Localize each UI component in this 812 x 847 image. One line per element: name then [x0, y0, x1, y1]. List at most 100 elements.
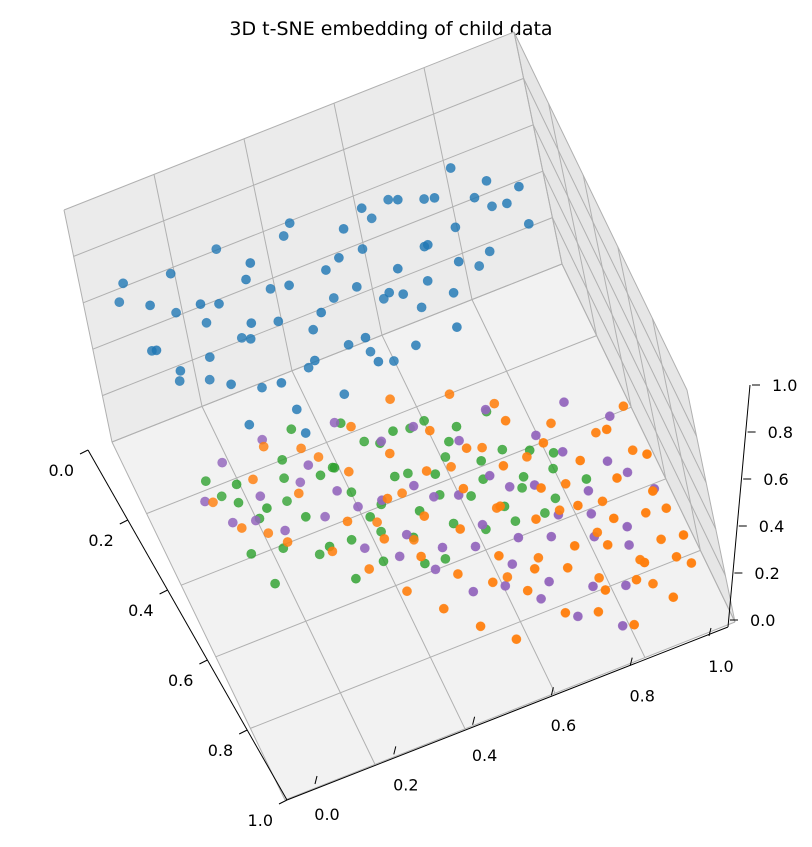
- grid-line-wall-y1-horizontal: [551, 217, 726, 576]
- data-point-series-0: [333, 252, 344, 263]
- x-tick-mark: [79, 449, 89, 455]
- data-point-series-2: [500, 581, 511, 591]
- x-tick-label: 0.0: [49, 461, 74, 480]
- data-point-series-3: [327, 546, 338, 557]
- data-point-series-3: [536, 483, 546, 493]
- data-point-series-0: [276, 377, 287, 388]
- data-point-series-0: [365, 346, 376, 357]
- data-point-series-2: [586, 508, 597, 519]
- y-tick-mark: [314, 775, 318, 785]
- data-point-series-3: [671, 551, 682, 562]
- floor-pane: [112, 264, 735, 800]
- data-point-series-2: [359, 543, 370, 554]
- data-point-series-0: [165, 268, 176, 279]
- data-point-series-0: [429, 192, 440, 203]
- grid-line-wall-x0-vertical: [243, 138, 293, 371]
- data-point-series-0: [484, 246, 495, 257]
- data-point-series-3: [489, 398, 500, 409]
- data-point-series-1: [350, 573, 361, 584]
- data-point-series-0: [145, 300, 155, 311]
- data-point-series-1: [365, 512, 376, 522]
- data-point-series-3: [452, 569, 463, 579]
- data-point-series-2: [602, 456, 613, 467]
- y-tick-label: 0.6: [551, 716, 576, 735]
- data-point-series-0: [284, 218, 295, 228]
- data-point-series-3: [686, 558, 697, 568]
- data-point-series-3: [594, 573, 604, 583]
- data-point-series-3: [522, 451, 532, 462]
- grid-line-wall-x0-vertical: [513, 31, 563, 265]
- data-point-series-1: [277, 454, 288, 465]
- data-point-series-3: [382, 493, 393, 504]
- data-point-series-1: [550, 493, 561, 504]
- data-point-series-2: [280, 525, 290, 536]
- data-point-series-3: [372, 517, 382, 528]
- data-point-series-0: [351, 281, 362, 292]
- grid-line-floor-y: [471, 299, 646, 658]
- data-point-series-2: [353, 501, 363, 512]
- data-point-series-3: [533, 552, 544, 563]
- data-point-series-0: [236, 332, 247, 343]
- y-tick-label: 0.2: [393, 775, 418, 794]
- data-point-series-2: [477, 519, 488, 530]
- x-tick-mark: [238, 729, 248, 735]
- data-point-series-0: [204, 352, 215, 362]
- data-point-series-3: [444, 389, 455, 400]
- y-tick-label: 0.4: [472, 746, 497, 765]
- data-point-series-3: [477, 442, 487, 453]
- data-point-series-2: [573, 611, 583, 622]
- data-point-series-0: [201, 317, 212, 328]
- data-point-series-1: [282, 496, 292, 506]
- data-point-series-3: [640, 507, 651, 518]
- data-point-series-2: [470, 541, 481, 552]
- data-point-series-3: [364, 564, 375, 574]
- data-point-series-1: [540, 508, 550, 518]
- data-point-series-0: [422, 239, 433, 250]
- data-point-series-3: [648, 578, 658, 589]
- data-point-series-3: [554, 505, 565, 516]
- data-point-series-0: [195, 299, 206, 309]
- y-tick-label: 1.0: [708, 657, 733, 676]
- data-point-series-2: [332, 485, 342, 496]
- data-point-series-3: [416, 551, 426, 562]
- data-point-series-0: [373, 356, 384, 367]
- grid-line-floor-x: [215, 478, 666, 658]
- grid-line-wall-y1-vertical: [617, 246, 667, 479]
- data-point-series-3: [593, 606, 604, 617]
- data-point-series-2: [250, 515, 261, 526]
- data-point-series-3: [408, 534, 419, 545]
- data-point-series-3: [384, 448, 395, 459]
- data-point-series-0: [356, 203, 367, 214]
- data-point-series-0: [366, 213, 377, 224]
- data-point-series-2: [507, 559, 518, 569]
- grid-line-wall-x0-horizontal: [111, 263, 563, 443]
- y-tick-label: 0.8: [629, 687, 654, 706]
- data-point-series-0: [419, 194, 429, 204]
- data-point-series-0: [245, 333, 256, 344]
- data-point-series-1: [346, 487, 357, 498]
- data-point-series-3: [258, 441, 269, 452]
- data-point-series-3: [296, 443, 306, 454]
- data-point-series-0: [388, 356, 399, 366]
- data-point-series-1: [402, 468, 413, 479]
- data-point-series-1: [329, 462, 340, 473]
- data-point-series-2: [583, 485, 594, 496]
- data-point-series-0: [175, 365, 186, 376]
- grid-line-floor-y: [561, 263, 736, 623]
- data-point-series-1: [419, 415, 429, 426]
- data-point-series-0: [448, 287, 459, 298]
- data-point-series-2: [437, 542, 448, 553]
- axis-panes: [64, 32, 735, 800]
- side-pane-y1: [514, 32, 735, 622]
- data-point-series-1: [270, 578, 280, 589]
- data-point-series-0: [453, 256, 464, 267]
- data-point-series-0: [474, 261, 485, 271]
- data-point-series-3: [458, 483, 469, 494]
- data-point-series-0: [214, 298, 224, 309]
- data-point-series-1: [518, 471, 529, 482]
- data-point-series-0: [383, 194, 394, 205]
- grid-line-wall-y1-vertical: [548, 103, 598, 336]
- grid-line-wall-y1-vertical: [651, 318, 701, 551]
- data-point-series-0: [339, 389, 350, 400]
- data-point-series-3: [522, 585, 533, 596]
